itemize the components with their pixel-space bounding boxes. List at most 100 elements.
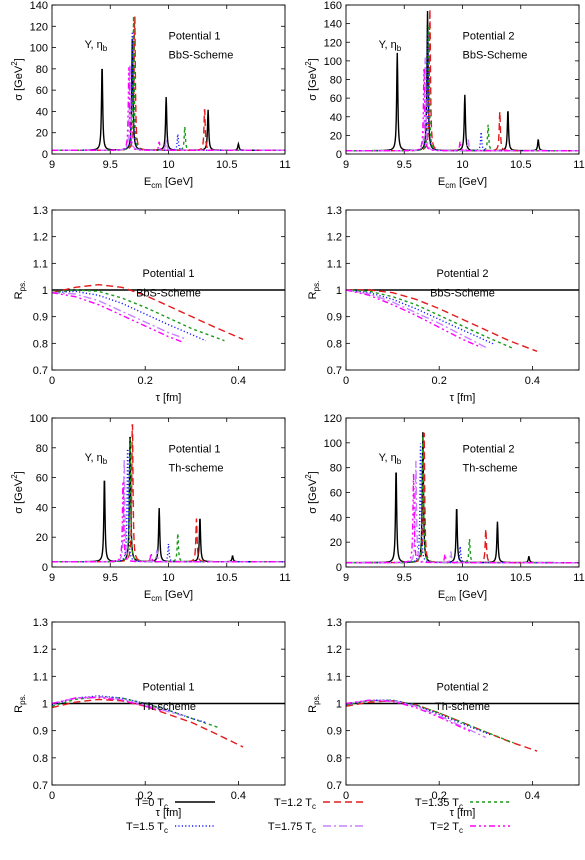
annotation-states: Υ, ηb	[379, 39, 402, 53]
x-tick-label: 0.4	[525, 790, 540, 802]
y-axis-label-group: σ [GeV2]	[304, 58, 319, 100]
x-tick-label: 9	[343, 572, 349, 584]
y-axis-label: Rps.	[307, 694, 321, 713]
annotation-potential: Potential 2	[463, 30, 515, 42]
chart-rps-p2-th: 0 0.2 0.4 0.7 0.8 0.9 1 1.1 1.2 1.3 τ [fm] Rps. Pote…	[307, 617, 580, 819]
y-tick-label: 120	[30, 21, 48, 33]
x-tick-label: 0	[49, 375, 55, 387]
annotation-scheme: BbS-Scheme	[169, 50, 234, 62]
plot-area	[52, 424, 285, 563]
y-axis-label-group: Rps.	[307, 694, 321, 713]
x-axis-label: Ecm [GeV]	[438, 176, 487, 190]
x-tick-label: 10	[162, 572, 174, 584]
annotation-scheme: BbS-Scheme	[463, 50, 528, 62]
y-axis-label-group: σ [GeV2]	[10, 471, 25, 513]
y-axis-label: σ [GeV2]	[10, 58, 25, 100]
plot-area	[346, 699, 579, 752]
series-T1.75	[52, 291, 188, 340]
y-tick-label: 120	[324, 413, 342, 425]
x-tick-label: 0.4	[525, 375, 540, 387]
annotation-potential: Potential 2	[463, 443, 515, 455]
series-T2	[52, 291, 183, 343]
y-tick-label: 20	[330, 537, 342, 549]
y-tick-label: 100	[324, 56, 342, 68]
x-tick-label: 0.4	[231, 375, 246, 387]
y-tick-label: 40	[330, 112, 342, 124]
x-axis-label: τ [fm]	[156, 392, 182, 404]
legend-label: T=1.75 Tc	[268, 821, 316, 835]
y-tick-label: 100	[30, 43, 48, 55]
y-tick-label: 40	[330, 512, 342, 524]
series-T2	[346, 289, 482, 348]
legend-label: T=1.5 Tc	[126, 821, 168, 835]
annotation-scheme: Th-scheme	[435, 701, 490, 713]
y-tick-label: 1.1	[327, 671, 342, 683]
chart-sigma-p2-bbs: 9 9.5 10 10.5 11 0 20 40 60 80 100 120 140 160 Ecm [Ge…	[304, 0, 585, 190]
y-tick-label: 60	[330, 488, 342, 500]
annotation-potential: Potential 2	[437, 681, 489, 693]
y-tick-label: 160	[324, 0, 342, 12]
y-tick-label: 20	[36, 532, 48, 544]
legend-label: T=2 Tc	[430, 821, 463, 835]
y-tick-label: 0.9	[33, 312, 48, 324]
y-tick-label: 0.8	[33, 338, 48, 350]
y-tick-label: 1.1	[33, 671, 48, 683]
x-tick-label: 9	[49, 159, 55, 171]
y-tick-label: 80	[330, 75, 342, 87]
y-tick-label: 140	[324, 19, 342, 31]
x-tick-label: 9.5	[397, 572, 412, 584]
y-tick-label: 20	[330, 130, 342, 142]
annotation-scheme: BbS-Scheme	[136, 287, 201, 299]
y-tick-label: 0.8	[327, 338, 342, 350]
y-axis-label: Rps.	[13, 694, 27, 713]
y-tick-label: 80	[36, 443, 48, 455]
y-tick-label: 0.9	[33, 726, 48, 738]
x-axis-label: Ecm [GeV]	[438, 589, 487, 603]
plot-area	[52, 16, 285, 151]
x-tick-label: 9.5	[103, 159, 118, 171]
x-axis-label: τ [fm]	[156, 807, 182, 819]
y-tick-label: 40	[36, 502, 48, 514]
annotation-states: Υ, ηb	[85, 452, 108, 466]
x-tick-label: 0.2	[138, 375, 153, 387]
y-axis-label: σ [GeV2]	[304, 58, 319, 100]
y-tick-label: 100	[30, 413, 48, 425]
annotation-potential: Potential 1	[143, 268, 195, 280]
x-tick-label: 0	[343, 790, 349, 802]
y-tick-label: 0.7	[327, 365, 342, 377]
x-tick-label: 10.5	[510, 159, 531, 171]
y-axis-label-group: σ [GeV2]	[10, 58, 25, 100]
plot-frame	[51, 209, 286, 371]
y-tick-label: 1	[42, 285, 48, 297]
y-axis-label-group: Rps.	[13, 281, 27, 300]
annotation-states: Υ, ηb	[85, 39, 108, 53]
x-tick-label: 0.2	[432, 790, 447, 802]
y-tick-label: 120	[324, 37, 342, 49]
x-tick-label: 10.5	[510, 572, 531, 584]
annotation-potential: Potential 1	[169, 30, 221, 42]
plot-area	[346, 9, 579, 152]
x-axis-label: τ [fm]	[450, 392, 476, 404]
x-tick-label: 10.5	[216, 159, 237, 171]
x-tick-label: 9.5	[397, 159, 412, 171]
x-tick-label: 10	[456, 572, 468, 584]
plot-area	[346, 432, 579, 564]
x-tick-label: 11	[279, 159, 290, 171]
y-tick-label: 0.8	[33, 753, 48, 765]
chart-rps-p1-th: 0 0.2 0.4 0.7 0.8 0.9 1 1.1 1.2 1.3 τ [fm] Rps. Pote…	[13, 617, 286, 819]
y-tick-label: 0	[42, 149, 48, 161]
y-tick-label: 1.3	[33, 205, 48, 217]
chart-sigma-p1-th: 9 9.5 10 10.5 11 0 20 40 60 80 100 Ecm [GeV] σ [GeV2…	[10, 413, 291, 603]
plot-area	[346, 289, 579, 352]
series-T1.75	[346, 289, 487, 348]
series-T2	[52, 480, 285, 563]
legend-label: T=1.2 Tc	[274, 797, 316, 811]
plot-area	[52, 283, 285, 343]
y-tick-label: 100	[324, 438, 342, 450]
x-tick-label: 11	[279, 572, 290, 584]
annotation-scheme: Th-scheme	[169, 463, 224, 475]
plot-frame	[345, 4, 580, 155]
y-tick-label: 0	[336, 149, 342, 161]
plot-frame	[51, 417, 286, 568]
series-T2	[346, 68, 579, 152]
